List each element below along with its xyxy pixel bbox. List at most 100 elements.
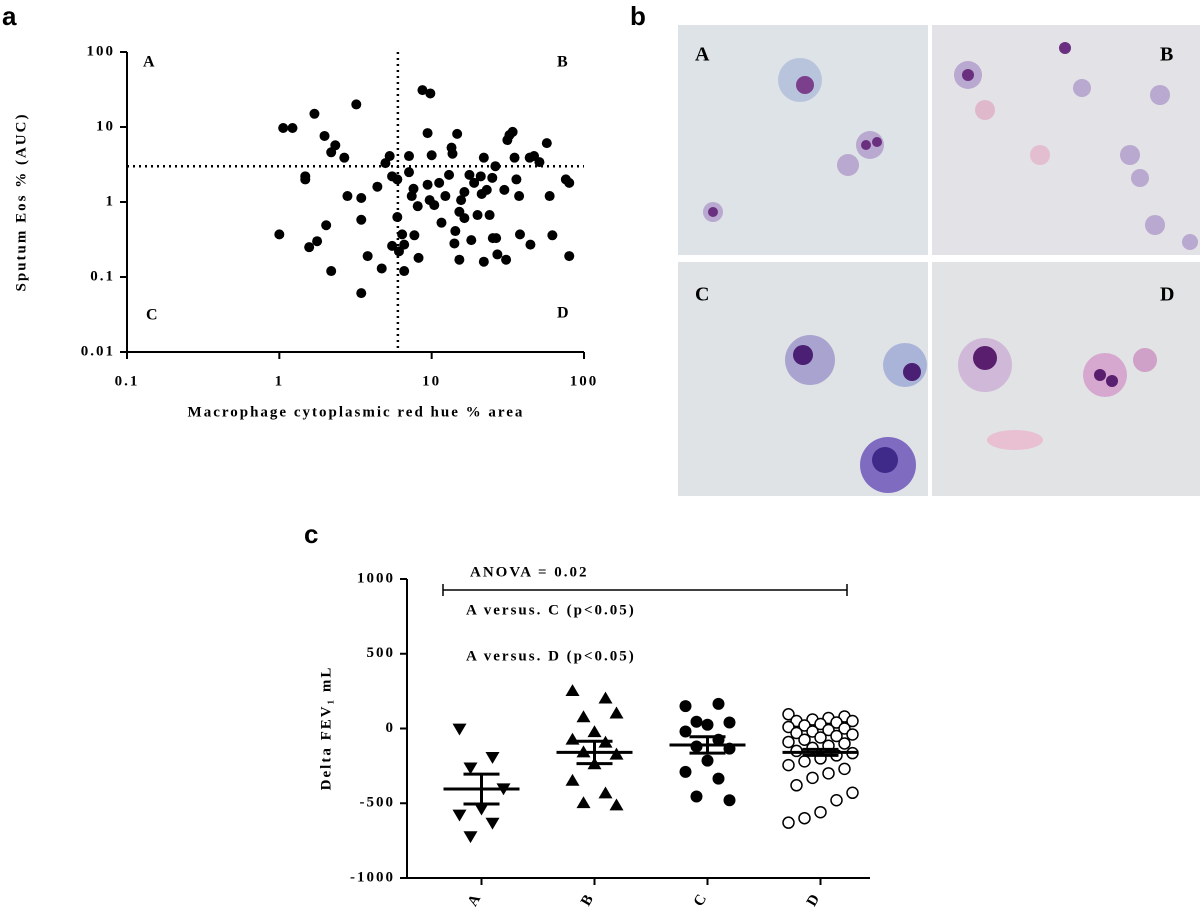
point (712, 697, 725, 710)
panel-label: b (630, 1, 646, 31)
point (309, 108, 320, 119)
annotation: A versus. C (p<0.05) (466, 602, 636, 618)
micrographs: A B C D (678, 25, 1200, 496)
x-tick-label: 1 (275, 373, 285, 389)
point (459, 186, 470, 197)
point (466, 235, 477, 246)
quadrant-label: B (557, 54, 568, 71)
micrograph-label: A (695, 44, 710, 66)
point (312, 236, 323, 247)
quadrant-label: C (146, 307, 158, 324)
point (351, 99, 362, 110)
point (679, 700, 692, 713)
point (565, 684, 580, 697)
point (587, 725, 602, 738)
point (565, 773, 580, 786)
point (429, 200, 440, 211)
point (319, 130, 330, 141)
point (609, 798, 624, 811)
point (412, 201, 423, 212)
x-tick-label: A (465, 890, 485, 909)
point (392, 212, 403, 223)
point (598, 691, 613, 704)
point (456, 195, 467, 206)
point (501, 254, 512, 265)
point (342, 191, 353, 202)
point (399, 266, 410, 277)
point (475, 171, 486, 182)
point (609, 706, 624, 719)
point (372, 181, 383, 192)
point (463, 762, 478, 775)
anova-bracket (442, 584, 848, 596)
x-tick-label: B (578, 891, 598, 909)
x-tick-label: 100 (570, 373, 599, 389)
y-axis-label: Sputum Eos % (AUC) (13, 113, 29, 292)
point (830, 729, 843, 743)
x-tick-label: D (804, 890, 824, 909)
annotation: ANOVA = 0.02 (470, 564, 589, 580)
point (782, 735, 795, 749)
y-tick-label: 1 (106, 193, 116, 209)
point (304, 242, 315, 253)
point (798, 755, 811, 768)
point (408, 183, 419, 194)
point (409, 230, 420, 241)
point (287, 122, 298, 133)
point (384, 151, 395, 162)
cells (703, 42, 1198, 493)
point (679, 725, 692, 738)
point (452, 723, 467, 736)
point (814, 731, 827, 744)
point (690, 715, 703, 728)
point (404, 167, 415, 178)
point (511, 174, 522, 185)
x-tick-label: 0.1 (115, 373, 140, 389)
y-axis-label: Delta FEV₁ mL (318, 666, 334, 791)
y-tick-label: -1000 (350, 869, 395, 885)
x-tick-label: C (691, 890, 711, 909)
quadrant-label: D (557, 305, 569, 322)
y-tick-label: 0 (386, 720, 396, 736)
point (712, 772, 725, 785)
point (806, 771, 819, 785)
point (790, 726, 803, 740)
point (321, 220, 332, 231)
point (576, 710, 591, 723)
point (690, 790, 703, 803)
point (838, 762, 851, 776)
point (452, 809, 467, 822)
point (846, 728, 859, 741)
point (507, 126, 518, 137)
point (464, 169, 475, 180)
point (274, 229, 285, 240)
point (474, 803, 489, 816)
micrograph-label: C (695, 284, 709, 306)
point (525, 239, 536, 250)
point (723, 716, 736, 729)
point (798, 811, 811, 825)
point (534, 157, 545, 168)
point (434, 177, 445, 188)
point (300, 171, 311, 182)
point (564, 177, 575, 188)
point (492, 249, 503, 260)
y-tick-label: 500 (367, 645, 396, 661)
point (440, 191, 451, 202)
point (326, 266, 337, 277)
point (422, 128, 433, 139)
y-tick-label: -500 (360, 795, 396, 811)
annotation: A versus. D (p<0.05) (466, 648, 636, 664)
point (782, 758, 795, 772)
point (598, 786, 613, 799)
x-axis-label: Macrophage cytoplasmic red hue % area (188, 404, 525, 420)
point (701, 754, 714, 767)
point (509, 152, 520, 163)
point (782, 816, 795, 829)
point (356, 193, 367, 204)
point (798, 733, 811, 746)
point (425, 88, 436, 99)
point (413, 252, 424, 263)
point (723, 794, 736, 807)
